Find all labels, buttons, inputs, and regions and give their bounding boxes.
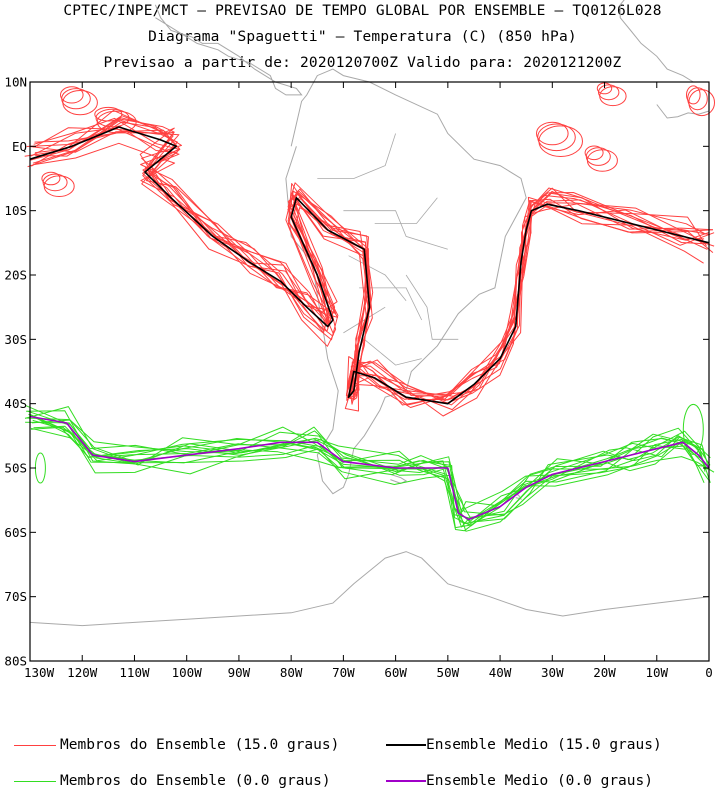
country-border [364,338,422,366]
lat-label: 30S [4,332,27,347]
member-loop-15 [687,87,708,111]
lon-label: 110W [119,665,150,680]
lon-label: 100W [172,665,203,680]
lat-label: 10S [4,203,27,218]
member-line-15 [33,117,706,402]
lat-label: 50S [4,461,27,476]
title-line-1: CPTEC/INPE/MCT — PREVISAO DE TEMPO GLOBA… [63,3,662,19]
member-line-15 [34,109,707,397]
country-border [317,133,396,179]
lon-label: 0 [705,665,713,680]
member-line-15 [35,121,710,400]
member-loop-15 [62,90,98,116]
member-line-0 [28,413,706,523]
country-border [343,210,448,250]
lon-label: 50W [437,665,460,680]
ensemble-members-15 [24,82,716,417]
lon-label: 130W [24,665,55,680]
member-line-15 [30,127,713,408]
lon-label: 60W [384,665,407,680]
member-loop-15 [537,123,576,152]
member-loop-15 [598,84,620,101]
ensemble-means [29,126,710,521]
member-line-0 [26,410,710,522]
lat-label: 70S [4,589,27,604]
lon-label: 120W [67,665,98,680]
member-loop-0 [682,403,704,455]
lat-label: 80S [4,654,27,669]
country-border [348,255,407,301]
lon-label: 10W [645,665,668,680]
ensemble-mean-15-line [29,126,710,405]
member-loop-15 [538,125,584,157]
member-line-0 [30,426,711,529]
falkland-islands-outline [390,473,408,484]
ensemble-mean-0-line [29,415,710,521]
member-loop-15 [94,106,123,122]
title-line-2: Diagrama "Spaguetti" — Temperatura (C) (… [148,29,577,45]
title-line-3: Previsao a partir de: 2020120700Z Valido… [103,55,622,71]
member-line-15 [26,130,715,406]
lon-label: 30W [541,665,564,680]
member-loop-15 [585,147,611,166]
lat-label: 10N [4,75,27,90]
country-border [343,306,386,334]
africa-outline [619,0,694,83]
member-line-0 [25,421,711,532]
lon-label: 90W [228,665,251,680]
member-line-15 [32,118,715,400]
member-line-0 [29,413,707,516]
lat-label: 40S [4,396,27,411]
lat-label: EQ [12,139,27,154]
ensemble-members-0 [24,403,715,532]
member-loop-15 [43,175,75,197]
member-loop-15 [95,108,130,128]
country-border [405,274,459,340]
lon-label: 80W [280,665,303,680]
member-loop-15 [599,86,627,107]
member-loop-15 [536,121,569,146]
gulf-guinea-outline [656,104,710,119]
member-loop-0 [34,452,46,484]
country-border [359,287,423,321]
member-line-0 [30,427,711,528]
antarctica-outline [29,551,710,627]
lon-label: 40W [489,665,512,680]
member-line-0 [30,414,705,532]
central-america-outline [154,4,303,96]
member-loop-15 [586,149,618,172]
axis-ticks [29,81,710,662]
member-loop-15 [96,110,137,134]
lat-label: 60S [4,525,27,540]
map-frame [29,81,710,662]
member-line-15 [33,127,708,402]
member-loop-15 [584,145,604,161]
member-loop-15 [61,88,91,110]
member-loop-15 [688,89,716,117]
member-loop-15 [60,86,84,104]
member-loop-15 [41,171,61,186]
country-border [374,197,438,224]
lon-label: 70W [332,665,355,680]
lat-label: 20S [4,268,27,283]
lon-label: 20W [593,665,616,680]
member-loop-15 [686,85,701,105]
member-loop-15 [42,173,68,192]
